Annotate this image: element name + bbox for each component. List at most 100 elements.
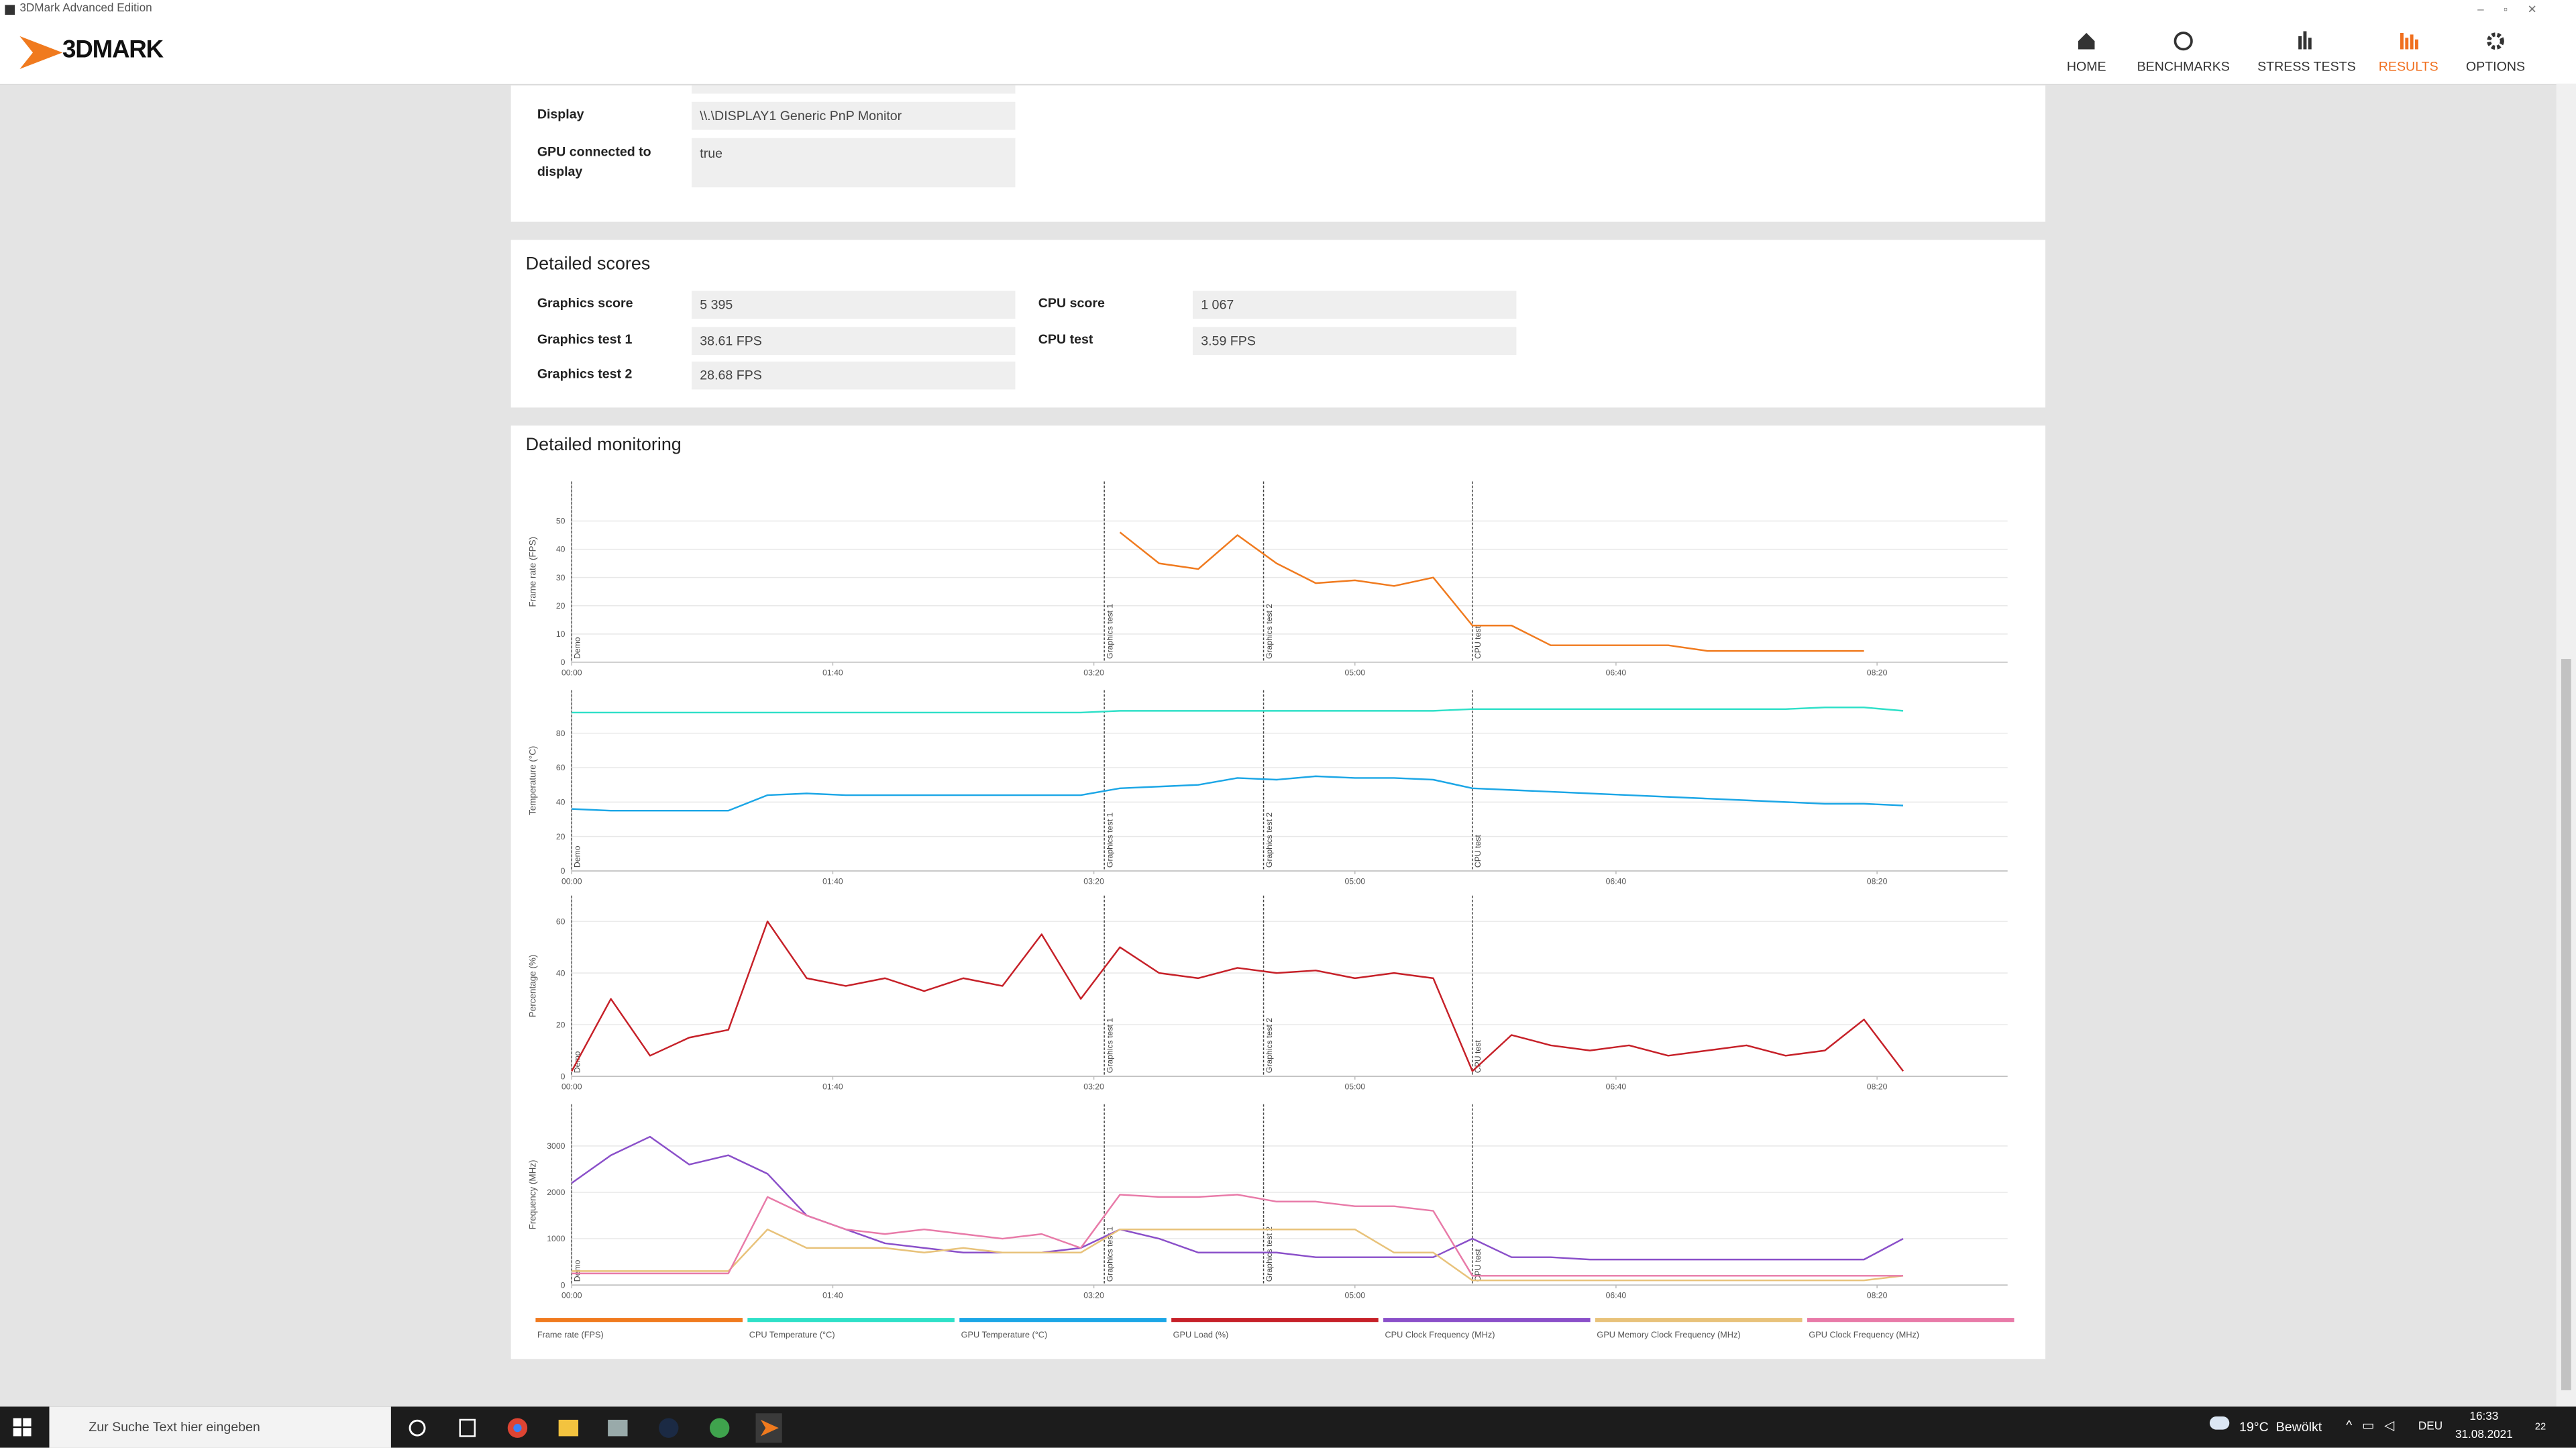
y-axis-label: Frequency (MHz) bbox=[527, 1159, 537, 1229]
phase-label: CPU test bbox=[1473, 1249, 1483, 1282]
y-tick-label: 40 bbox=[556, 545, 566, 554]
x-tick-label: 06:40 bbox=[1606, 1082, 1627, 1092]
clock-time[interactable]: 16:33 bbox=[2469, 1411, 2499, 1423]
legend-label: GPU Load (%) bbox=[1173, 1329, 1229, 1339]
start-button[interactable] bbox=[13, 1418, 33, 1437]
legend-label: CPU Clock Frequency (MHz) bbox=[1385, 1329, 1495, 1339]
x-tick-label: 08:20 bbox=[1867, 877, 1888, 886]
score-label: CPU test bbox=[1038, 331, 1093, 346]
scrollbar-thumb[interactable] bbox=[2561, 659, 2571, 1390]
app-icon bbox=[5, 5, 15, 15]
notification-count[interactable]: 22 bbox=[2534, 1423, 2546, 1433]
logo-mark bbox=[19, 36, 63, 69]
series-line bbox=[572, 1194, 1904, 1277]
nav-item[interactable]: STRESS TESTS bbox=[2257, 59, 2356, 74]
x-tick-label: 00:00 bbox=[561, 1082, 582, 1092]
score-label: CPU score bbox=[1038, 295, 1105, 311]
y-axis-label: Frame rate (FPS) bbox=[527, 537, 537, 607]
phase-label: Demo bbox=[572, 637, 582, 659]
series-line bbox=[572, 1228, 1904, 1282]
y-tick-label: 80 bbox=[556, 729, 566, 738]
y-tick-label: 3000 bbox=[547, 1141, 565, 1151]
x-tick-label: 08:20 bbox=[1867, 668, 1888, 678]
legend-label: GPU Clock Frequency (MHz) bbox=[1809, 1329, 1919, 1339]
y-tick-label: 0 bbox=[561, 1280, 566, 1290]
series-line bbox=[572, 775, 1904, 812]
info-value: \\.\DISPLAY1 Generic PnP Monitor bbox=[692, 101, 1016, 130]
weather[interactable]: 19°C Bewölkt bbox=[2239, 1419, 2322, 1435]
phase-label: Graphics test 2 bbox=[1265, 1227, 1274, 1282]
legend-label: GPU Memory Clock Frequency (MHz) bbox=[1597, 1329, 1740, 1339]
y-tick-label: 20 bbox=[556, 1020, 566, 1029]
series-line bbox=[571, 1135, 1904, 1261]
legend-label: CPU Temperature (°C) bbox=[749, 1329, 835, 1339]
search-box[interactable]: Zur Suche Text hier eingeben bbox=[49, 1406, 391, 1448]
legend-swatch bbox=[1383, 1318, 1591, 1323]
input-language[interactable]: DEU bbox=[2418, 1421, 2443, 1433]
x-tick-label: 00:00 bbox=[561, 877, 582, 886]
y-tick-label: 30 bbox=[556, 573, 566, 582]
x-tick-label: 01:40 bbox=[822, 877, 843, 886]
score-value: 28.68 FPS bbox=[692, 361, 1016, 390]
info-label: Display bbox=[537, 107, 584, 122]
x-tick-label: 06:40 bbox=[1606, 1291, 1627, 1300]
y-tick-label: 40 bbox=[556, 968, 566, 978]
x-tick-label: 01:40 bbox=[822, 668, 843, 678]
y-tick-label: 0 bbox=[561, 1072, 566, 1081]
score-label: Graphics test 1 bbox=[537, 331, 633, 346]
phase-label: CPU test bbox=[1473, 835, 1483, 868]
legend-label: Frame rate (FPS) bbox=[537, 1329, 604, 1339]
legend-swatch bbox=[1171, 1318, 1379, 1323]
x-tick-label: 05:00 bbox=[1344, 877, 1365, 886]
taskbar-apps[interactable] bbox=[407, 1413, 802, 1443]
phase-label: Graphics test 2 bbox=[1265, 604, 1274, 659]
legend-swatch bbox=[747, 1318, 955, 1323]
y-tick-label: 0 bbox=[561, 658, 566, 667]
series-line bbox=[1119, 531, 1864, 652]
score-value: 5 395 bbox=[692, 291, 1016, 319]
x-tick-label: 03:20 bbox=[1083, 1082, 1104, 1092]
info-value: true bbox=[692, 138, 1016, 188]
weather-icon bbox=[2209, 1416, 2230, 1430]
x-tick-label: 05:00 bbox=[1344, 1082, 1365, 1092]
nav-item[interactable]: OPTIONS bbox=[2465, 59, 2526, 74]
phase-label: Graphics test 2 bbox=[1265, 813, 1274, 868]
x-tick-label: 03:20 bbox=[1083, 1291, 1104, 1300]
header: 3DMark Advanced Edition –▫✕ 3DMARK HOME B… bbox=[0, 0, 2576, 86]
series-line bbox=[571, 920, 1904, 1072]
x-tick-label: 00:00 bbox=[561, 668, 582, 678]
section-title: Detailed scores bbox=[525, 254, 651, 274]
x-tick-label: 00:00 bbox=[561, 1291, 582, 1300]
legend-swatch bbox=[535, 1318, 743, 1323]
phase-label: Graphics test 1 bbox=[1105, 604, 1114, 659]
phase-label: Graphics test 2 bbox=[1265, 1018, 1274, 1073]
y-tick-label: 60 bbox=[556, 763, 566, 772]
clock-date[interactable]: 31.08.2021 bbox=[2455, 1429, 2513, 1441]
y-tick-label: 1000 bbox=[547, 1234, 565, 1243]
tray-icons[interactable]: ^▭◁ bbox=[2346, 1418, 2405, 1433]
x-tick-label: 03:20 bbox=[1083, 877, 1104, 886]
x-tick-label: 08:20 bbox=[1867, 1082, 1888, 1092]
y-tick-label: 2000 bbox=[547, 1188, 565, 1197]
scrollbar[interactable] bbox=[2556, 83, 2576, 1407]
nav-item[interactable]: BENCHMARKS bbox=[2137, 59, 2230, 74]
logo-text: 3DMARK bbox=[62, 36, 164, 64]
phase-label: CPU test bbox=[1473, 625, 1483, 659]
phase-label: Graphics test 1 bbox=[1105, 1018, 1114, 1073]
series-line bbox=[572, 707, 1904, 714]
window-controls[interactable]: –▫✕ bbox=[2477, 5, 2557, 17]
score-value: 1 067 bbox=[1192, 291, 1517, 319]
score-label: Graphics test 2 bbox=[537, 366, 633, 382]
nav-icons bbox=[2078, 31, 2504, 51]
x-tick-label: 06:40 bbox=[1606, 668, 1627, 678]
x-tick-label: 01:40 bbox=[822, 1291, 843, 1300]
y-tick-label: 20 bbox=[556, 601, 566, 611]
search-placeholder: Zur Suche Text hier eingeben bbox=[89, 1419, 260, 1435]
nav-item[interactable]: RESULTS bbox=[2378, 59, 2438, 74]
y-tick-label: 20 bbox=[556, 832, 566, 841]
nav-item[interactable]: HOME bbox=[2066, 59, 2106, 74]
phase-label: Demo bbox=[572, 845, 582, 868]
